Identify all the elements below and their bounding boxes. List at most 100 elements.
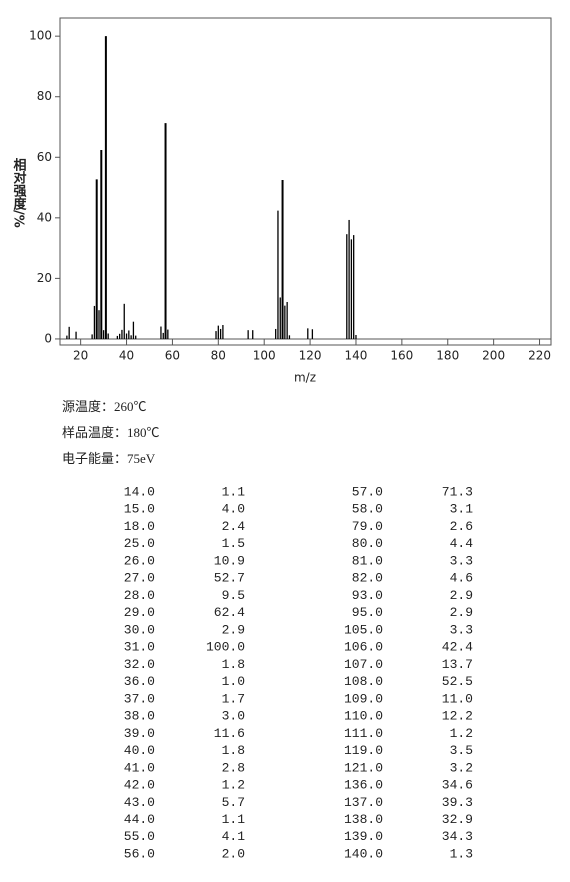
- mass-cell: 39.0: [124, 726, 155, 741]
- x-tick-label: 120: [299, 349, 322, 363]
- mass-cell: 25.0: [124, 536, 155, 551]
- intensity-cell: 42.4: [442, 640, 473, 655]
- mass-cell: 36.0: [124, 674, 155, 689]
- y-tick-label: 80: [37, 89, 52, 103]
- x-tick-label: 200: [482, 349, 505, 363]
- intensity-cell: 71.3: [442, 484, 473, 499]
- intensity-cell: 1.2: [222, 778, 245, 793]
- y-tick-label: 40: [37, 210, 52, 224]
- intensity-cell: 2.9: [450, 588, 473, 603]
- intensity-cell: 12.2: [442, 709, 473, 724]
- intensity-cell: 39.3: [442, 795, 473, 810]
- intensity-cell: 11.0: [442, 691, 473, 706]
- mass-cell: 137.0: [344, 795, 383, 810]
- mass-cell: 58.0: [352, 502, 383, 517]
- mass-cell: 80.0: [352, 536, 383, 551]
- intensity-cell: 4.1: [222, 829, 246, 844]
- x-tick-label: 40: [119, 349, 134, 363]
- intensity-cell: 52.7: [214, 571, 245, 586]
- x-tick-label: 180: [436, 349, 459, 363]
- condition: 源温度：260℃: [62, 399, 147, 414]
- condition: 电子能量：75eV: [62, 451, 156, 466]
- mass-cell: 27.0: [124, 571, 155, 586]
- intensity-cell: 13.7: [442, 657, 473, 672]
- mass-cell: 57.0: [352, 484, 383, 499]
- mass-cell: 106.0: [344, 640, 383, 655]
- y-tick-label: 20: [37, 271, 52, 285]
- mass-cell: 107.0: [344, 657, 383, 672]
- intensity-cell: 4.4: [450, 536, 474, 551]
- mass-cell: 29.0: [124, 605, 155, 620]
- mass-cell: 41.0: [124, 760, 155, 775]
- intensity-cell: 62.4: [214, 605, 245, 620]
- mass-cell: 93.0: [352, 588, 383, 603]
- intensity-cell: 32.9: [442, 812, 473, 827]
- intensity-cell: 1.8: [222, 657, 245, 672]
- mass-cell: 37.0: [124, 691, 155, 706]
- intensity-cell: 1.7: [222, 691, 245, 706]
- intensity-cell: 2.9: [450, 605, 473, 620]
- mass-cell: 38.0: [124, 709, 155, 724]
- intensity-cell: 4.0: [222, 502, 245, 517]
- y-tick-label: 60: [37, 150, 52, 164]
- intensity-cell: 3.5: [450, 743, 473, 758]
- mass-cell: 28.0: [124, 588, 155, 603]
- intensity-cell: 100.0: [206, 640, 245, 655]
- intensity-cell: 2.4: [222, 519, 246, 534]
- mass-cell: 139.0: [344, 829, 383, 844]
- intensity-cell: 1.2: [450, 726, 473, 741]
- mass-cell: 79.0: [352, 519, 383, 534]
- intensity-cell: 2.6: [450, 519, 473, 534]
- mass-cell: 32.0: [124, 657, 155, 672]
- mass-cell: 30.0: [124, 622, 155, 637]
- intensity-cell: 2.0: [222, 846, 245, 861]
- y-tick-label: 0: [44, 331, 52, 345]
- intensity-cell: 3.1: [450, 502, 474, 517]
- mass-cell: 81.0: [352, 553, 383, 568]
- mass-cell: 18.0: [124, 519, 155, 534]
- mass-cell: 42.0: [124, 778, 155, 793]
- mass-cell: 121.0: [344, 760, 383, 775]
- x-tick-label: 80: [211, 349, 226, 363]
- mass-cell: 40.0: [124, 743, 155, 758]
- intensity-cell: 34.3: [442, 829, 473, 844]
- mass-cell: 26.0: [124, 553, 155, 568]
- mass-cell: 110.0: [344, 709, 383, 724]
- mass-cell: 55.0: [124, 829, 155, 844]
- intensity-cell: 2.8: [222, 760, 245, 775]
- x-tick-label: 160: [390, 349, 413, 363]
- mass-cell: 43.0: [124, 795, 155, 810]
- mass-cell: 136.0: [344, 778, 383, 793]
- mass-cell: 15.0: [124, 502, 155, 517]
- condition: 样品温度：180℃: [62, 425, 160, 440]
- x-tick-label: 220: [528, 349, 551, 363]
- mass-cell: 109.0: [344, 691, 383, 706]
- mass-cell: 31.0: [124, 640, 155, 655]
- intensity-cell: 3.2: [450, 760, 473, 775]
- intensity-cell: 9.5: [222, 588, 245, 603]
- x-tick-label: 140: [345, 349, 368, 363]
- intensity-cell: 1.5: [222, 536, 245, 551]
- mass-cell: 119.0: [344, 743, 383, 758]
- y-axis-label: 相对强度/%: [11, 157, 27, 227]
- intensity-cell: 1.0: [222, 674, 245, 689]
- intensity-cell: 4.6: [450, 571, 473, 586]
- intensity-cell: 1.1: [222, 484, 246, 499]
- intensity-cell: 1.3: [450, 846, 473, 861]
- plot-frame: [59, 17, 552, 346]
- x-tick-label: 20: [73, 349, 88, 363]
- mass-cell: 108.0: [344, 674, 383, 689]
- mass-cell: 44.0: [124, 812, 155, 827]
- x-tick-label: 100: [253, 349, 276, 363]
- intensity-cell: 10.9: [214, 553, 245, 568]
- mass-cell: 82.0: [352, 571, 383, 586]
- intensity-cell: 5.7: [222, 795, 245, 810]
- mass-cell: 138.0: [344, 812, 383, 827]
- intensity-cell: 2.9: [222, 622, 245, 637]
- intensity-cell: 3.3: [450, 622, 473, 637]
- intensity-cell: 52.5: [442, 674, 473, 689]
- mass-cell: 140.0: [344, 846, 383, 861]
- intensity-cell: 3.3: [450, 553, 473, 568]
- intensity-cell: 1.8: [222, 743, 245, 758]
